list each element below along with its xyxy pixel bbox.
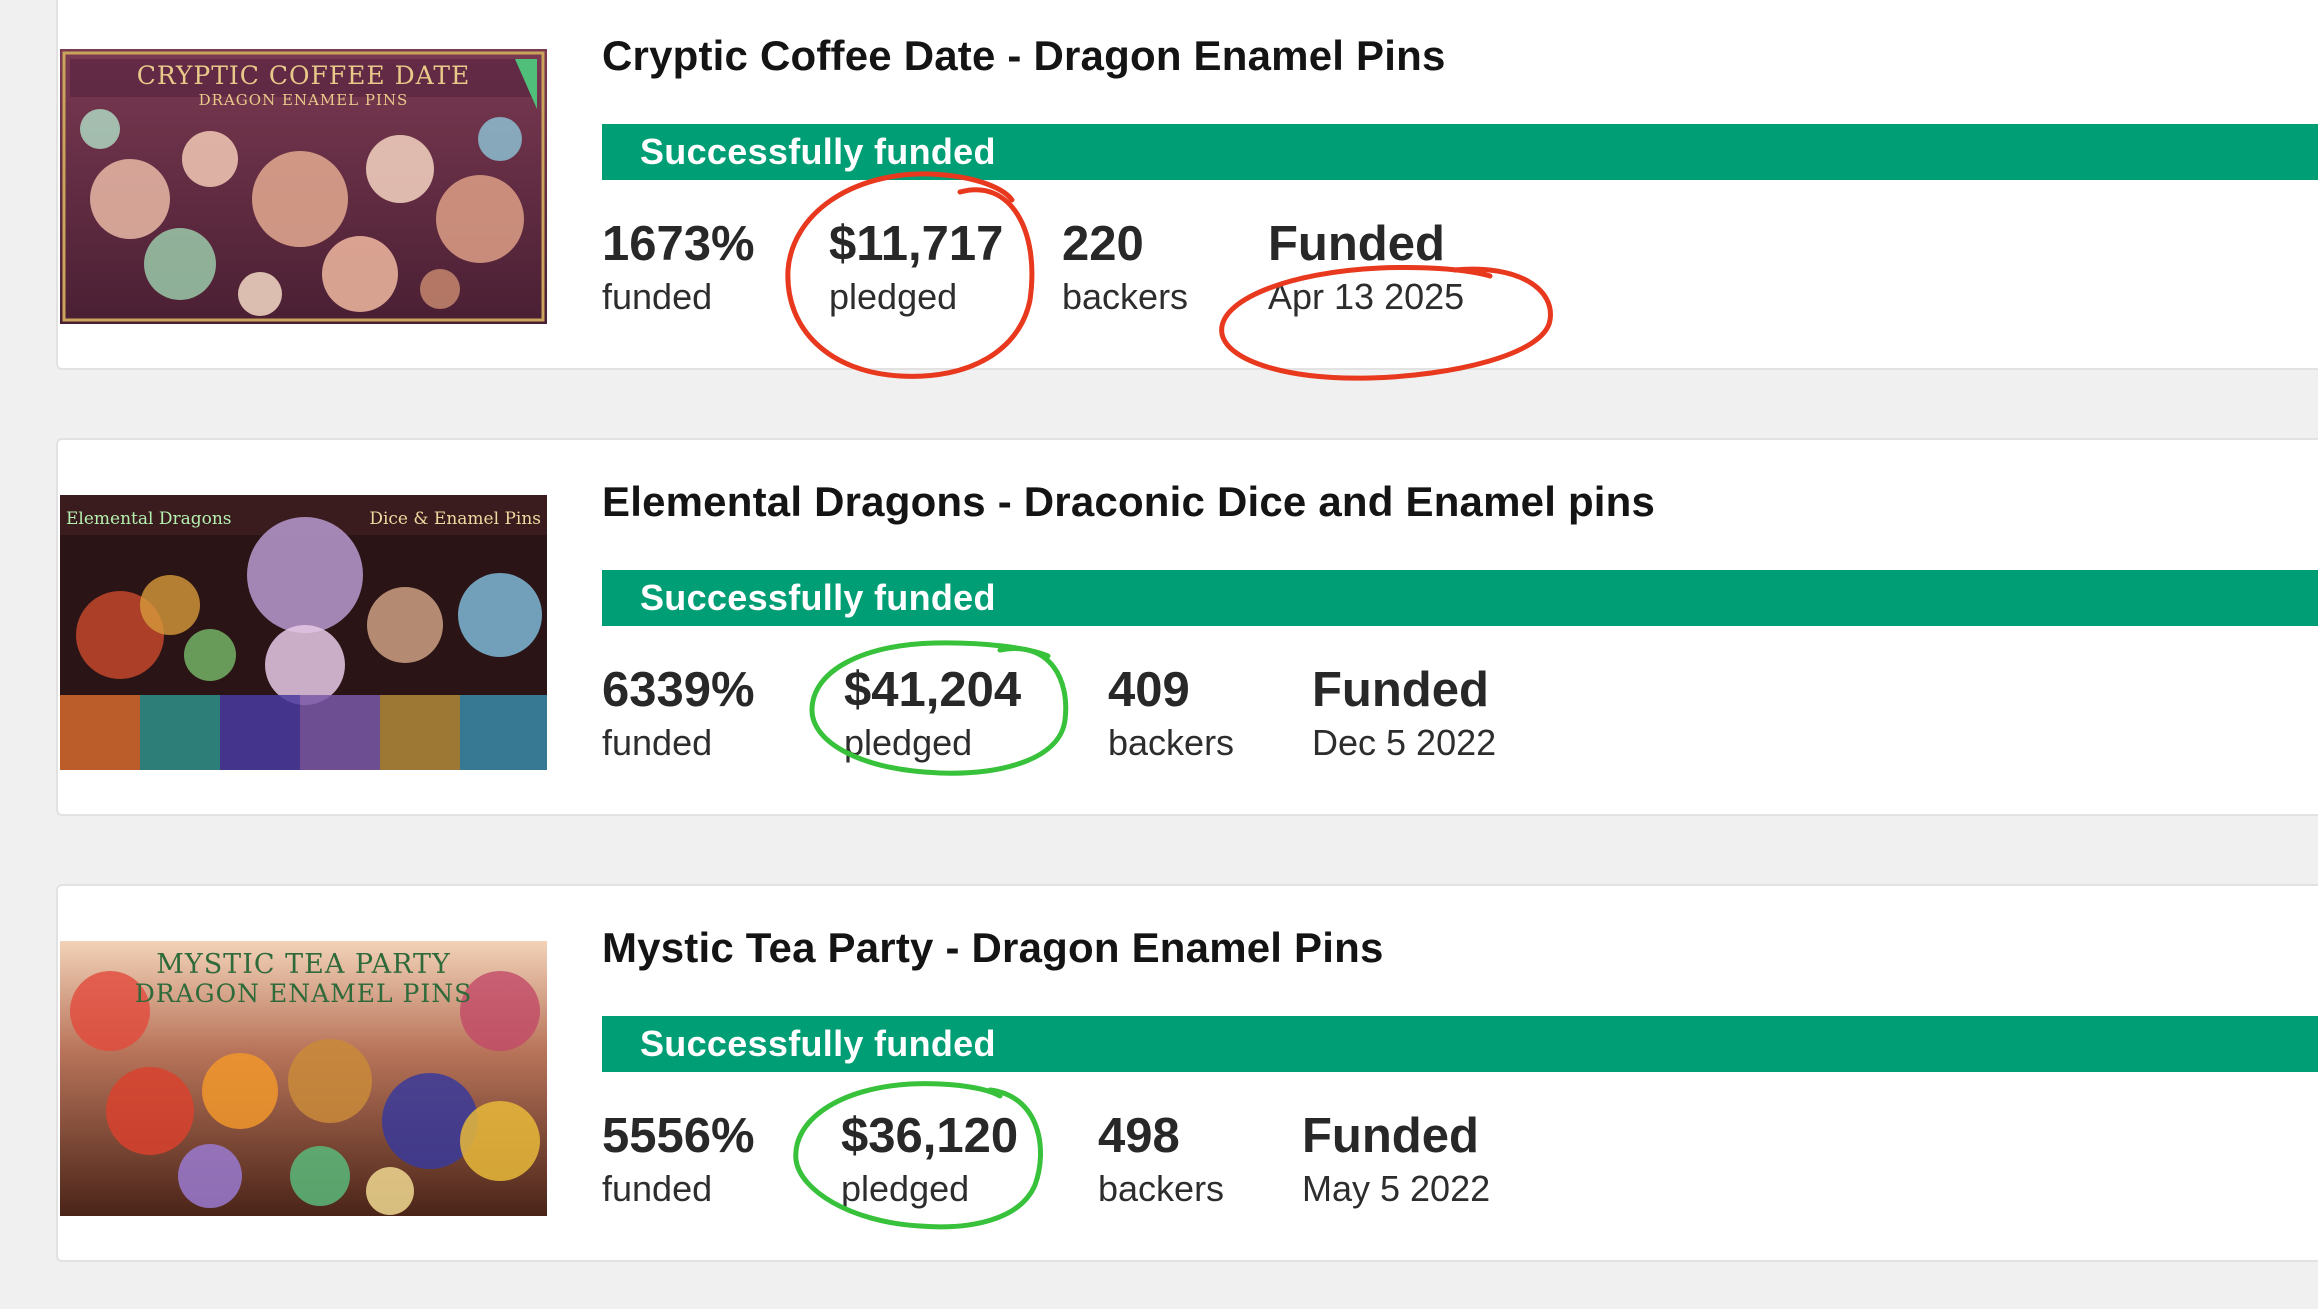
backers-value: 409 [1108,663,1190,717]
funded-date: Dec 5 2022 [1312,722,1497,763]
thumbnail-image-art [60,495,547,770]
percent-funded-value: 5556% [602,1109,755,1163]
status-badge-successfully-funded: Successfully funded [602,570,2318,626]
pledged-value: $11,717 [829,217,1004,271]
project-card-cryptic-coffee-date[interactable]: CRYPTIC COFFEE DATE DRAGON ENAMEL PINS C… [56,0,2318,370]
project-title[interactable]: Elemental Dragons - Draconic Dice and En… [602,478,1656,525]
thumbnail-title-line-1: CRYPTIC COFFEE DATE [136,61,471,90]
status-badge-successfully-funded: Successfully funded [602,124,2318,180]
backers-value: 220 [1062,217,1144,271]
stat-pledged: $41,204 pledged [844,660,1021,766]
project-card-elemental-dragons[interactable]: Elemental Dragons Dice & Enamel Pins Ele… [56,438,2318,816]
backers-label: backers [1098,1168,1225,1209]
status-badge-successfully-funded: Successfully funded [602,1016,2318,1072]
stat-backers: 409 backers [1108,660,1234,766]
project-card-mystic-tea-party[interactable]: MYSTIC TEA PARTY DRAGON ENAMEL PINS Myst… [56,884,2318,1262]
pledged-label: pledged [844,722,973,763]
pledged-label: pledged [829,276,958,317]
percent-funded-label: funded [602,722,713,763]
stat-percent-funded: 1673% funded [602,214,755,320]
percent-funded-value: 1673% [602,217,755,271]
percent-funded-value: 6339% [602,663,755,717]
funded-date: May 5 2022 [1302,1168,1491,1209]
project-thumbnail[interactable]: CRYPTIC COFFEE DATE DRAGON ENAMEL PINS [60,49,547,324]
stat-funded-date: Funded May 5 2022 [1302,1106,1490,1212]
stat-backers: 498 backers [1098,1106,1224,1212]
project-thumbnail[interactable]: Elemental Dragons Dice & Enamel Pins [60,495,547,770]
thumbnail-title-line-2: DRAGON ENAMEL PINS [198,91,409,109]
funded-heading: Funded [1312,663,1489,717]
stat-funded-date: Funded Dec 5 2022 [1312,660,1496,766]
funded-heading: Funded [1302,1109,1479,1163]
thumbnail-title-left: Elemental Dragons [66,509,232,529]
stat-pledged: $36,120 pledged [841,1106,1018,1212]
thumbnail-image-art [60,49,547,324]
backers-label: backers [1062,276,1189,317]
thumbnail-title-right: Dice & Enamel Pins [369,509,541,529]
funded-date: Apr 13 2025 [1268,276,1465,317]
pledged-value: $41,204 [844,663,1022,717]
pledged-label: pledged [841,1168,970,1209]
stat-percent-funded: 6339% funded [602,660,755,766]
backers-label: backers [1108,722,1235,763]
percent-funded-label: funded [602,276,713,317]
pledged-value: $36,120 [841,1109,1019,1163]
thumbnail-title-line-1: MYSTIC TEA PARTY [156,949,451,980]
thumbnail-title-line-2: DRAGON ENAMEL PINS [134,979,473,1008]
funded-heading: Funded [1268,217,1445,271]
backers-value: 498 [1098,1109,1180,1163]
stat-funded-date: Funded Apr 13 2025 [1268,214,1464,320]
project-thumbnail[interactable]: MYSTIC TEA PARTY DRAGON ENAMEL PINS [60,941,547,1216]
stat-percent-funded: 5556% funded [602,1106,755,1212]
stat-backers: 220 backers [1062,214,1188,320]
project-title[interactable]: Cryptic Coffee Date - Dragon Enamel Pins [602,32,1446,79]
stat-pledged: $11,717 pledged [829,214,1003,320]
thumbnail-image-art [60,941,547,1216]
percent-funded-label: funded [602,1168,713,1209]
project-title[interactable]: Mystic Tea Party - Dragon Enamel Pins [602,924,1384,971]
